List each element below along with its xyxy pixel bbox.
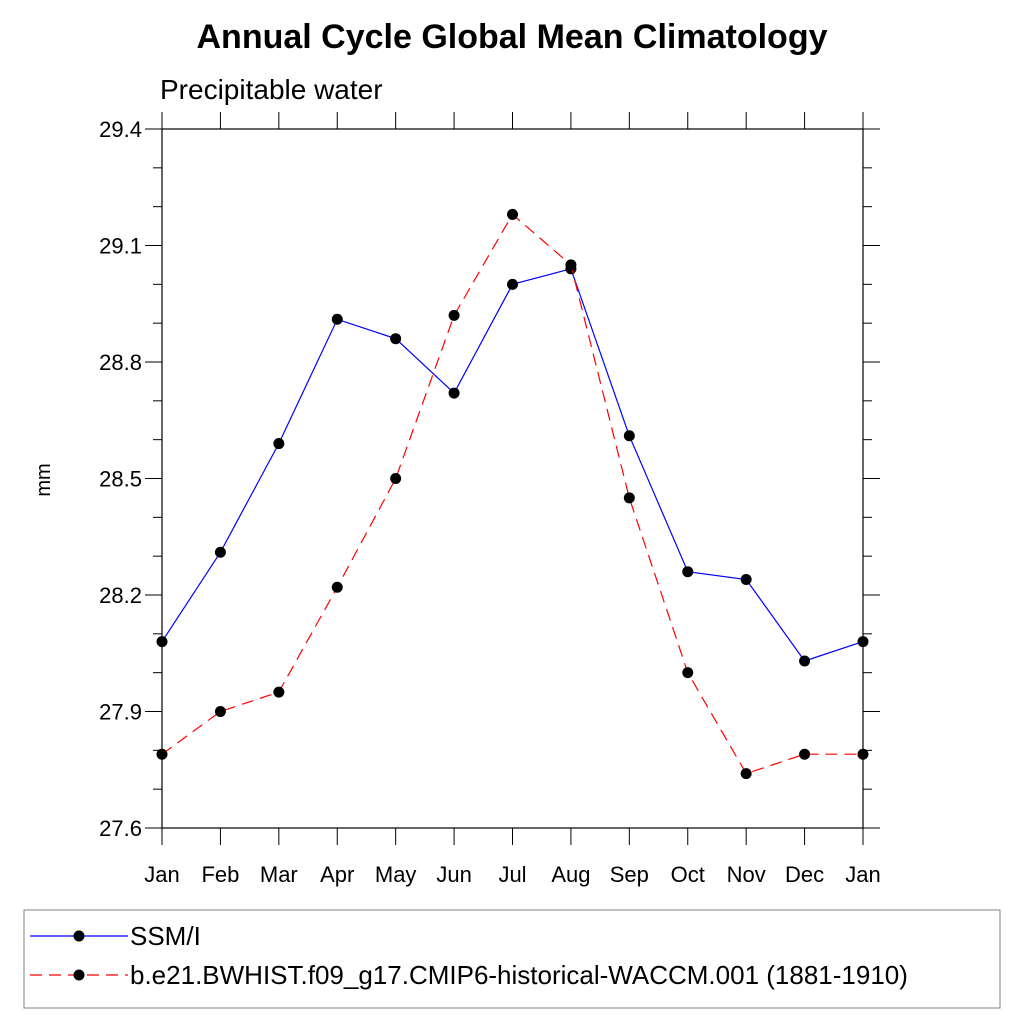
x-tick-label: May — [375, 862, 417, 887]
plot-frame — [161, 128, 864, 829]
axis-ticks — [145, 112, 880, 845]
series-2-point — [507, 208, 518, 220]
x-tick-label: Sep — [610, 862, 649, 887]
x-tick-label: Apr — [320, 862, 354, 887]
series-2-point — [799, 748, 811, 760]
series-line-1 — [161, 268, 864, 662]
x-tick-label: Jan — [144, 862, 179, 887]
legend-marker-2 — [73, 969, 85, 981]
y-tick-label: 27.6 — [99, 816, 142, 841]
y-tick-label: 28.8 — [99, 350, 142, 375]
y-tick-label: 27.9 — [99, 700, 142, 725]
series-2-point — [390, 473, 402, 484]
legend: SSM/I b.e21.BWHIST.f09_g17.CMIP6-historic… — [23, 909, 1001, 1009]
x-tick-label: Jul — [498, 862, 526, 887]
series-2-point — [273, 686, 285, 698]
series-2-point — [682, 667, 694, 679]
y-tick-label: 28.5 — [99, 467, 142, 492]
series-1-point — [799, 655, 811, 667]
y-axis-label: mm — [33, 463, 55, 496]
legend-label-2: b.e21.BWHIST.f09_g17.CMIP6-historical-WA… — [130, 960, 908, 990]
legend-box — [23, 909, 1001, 1009]
x-tick-label: Oct — [671, 862, 705, 887]
series-1-point — [448, 387, 460, 399]
series-layer — [156, 208, 869, 780]
y-tick-label: 29.4 — [99, 117, 142, 142]
series-2-point — [740, 768, 752, 780]
y-tick-label: 28.2 — [99, 583, 142, 608]
x-tick-label: Feb — [201, 862, 239, 887]
legend-label-1: SSM/I — [130, 921, 201, 951]
axis-tick-labels: 27.6 27.9 28.2 28.5 28.8 29.1 29.4 Jan Feb Mar Apr… — [99, 117, 881, 887]
series-1-point — [331, 313, 343, 325]
series-2-point — [448, 309, 460, 321]
series-1-point — [740, 573, 752, 585]
series-1-point — [214, 546, 226, 558]
series-1-point — [273, 438, 285, 450]
legend-marker-1 — [73, 930, 85, 942]
series-2-point — [214, 706, 226, 717]
chart-subtitle: Precipitable water — [160, 74, 383, 105]
series-2-point — [565, 259, 577, 271]
series-2-point — [331, 581, 343, 593]
x-tick-label: Jan — [845, 862, 880, 887]
x-tick-label: Aug — [551, 862, 590, 887]
series-1-point — [390, 333, 402, 345]
series-1-point — [623, 430, 635, 442]
x-tick-label: Dec — [785, 862, 824, 887]
x-tick-label: Nov — [727, 862, 766, 887]
series-1-point — [507, 278, 518, 290]
series-2-point — [623, 492, 635, 504]
x-tick-label: Mar — [260, 862, 298, 887]
series-line-2 — [161, 213, 863, 775]
series-1-point — [682, 566, 694, 578]
chart-title: Annual Cycle Global Mean Climatology — [197, 18, 828, 56]
x-tick-label: Jun — [436, 862, 471, 887]
y-tick-label: 29.1 — [99, 234, 142, 259]
